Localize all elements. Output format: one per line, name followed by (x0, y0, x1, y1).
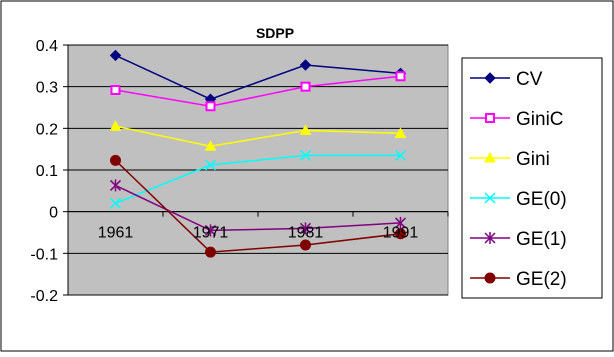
legend-item: GE(1) (470, 229, 567, 250)
data-point (204, 224, 217, 237)
legend-item: GE(2) (470, 269, 567, 290)
triangle-marker (204, 140, 217, 151)
y-tick-label: -0.1 (30, 246, 58, 263)
diamond-marker (299, 59, 312, 71)
y-tick-label: 0.3 (36, 80, 58, 97)
data-point (395, 228, 406, 240)
legend-marker (484, 72, 496, 84)
x-marker-stroke (394, 149, 407, 161)
y-tick-label: 0 (49, 205, 58, 222)
chart-title: SDPP (256, 25, 294, 41)
y-tick-label: 0.1 (36, 163, 58, 180)
triangle-marker (394, 127, 407, 138)
data-point (300, 239, 311, 251)
series-line-ge2 (114, 159, 401, 253)
triangle-marker (484, 151, 496, 163)
legend-marker (484, 151, 496, 163)
square-marker (485, 113, 495, 123)
x-marker-stroke (109, 197, 122, 209)
x-marker-stroke (299, 149, 312, 161)
circle-marker (205, 246, 216, 258)
data-point (109, 49, 122, 62)
data-point (110, 154, 121, 166)
data-point (204, 159, 217, 171)
series-line-cv (115, 54, 401, 100)
series-line-gini (115, 125, 401, 148)
legend-marker (484, 232, 496, 244)
data-point (109, 120, 122, 131)
y-tick-label: -0.2 (30, 288, 58, 305)
square-marker (395, 71, 406, 82)
data-point (205, 246, 216, 258)
triangle-marker (109, 120, 122, 131)
circle-marker (395, 228, 406, 240)
data-point (299, 149, 312, 161)
data-point (110, 85, 121, 95)
series-line-ginic (115, 75, 401, 108)
y-tick-label: 0.2 (36, 121, 58, 138)
circle-marker (110, 154, 121, 166)
circle-marker (484, 272, 496, 284)
legend-item: GiniC (470, 109, 564, 130)
data-point (395, 71, 406, 82)
data-point (299, 222, 312, 235)
legend-box (461, 57, 603, 299)
x-tick-label: 1961 (98, 225, 134, 242)
legend-label: GiniC (516, 109, 564, 130)
square-marker (300, 81, 311, 92)
series-line-ge0 (115, 154, 401, 205)
data-point (394, 149, 407, 161)
data-point (299, 124, 312, 135)
data-point (205, 101, 216, 112)
circle-marker (300, 239, 311, 251)
data-point (300, 81, 311, 92)
legend-label: CV (516, 69, 543, 90)
triangle-marker (299, 124, 312, 135)
x-tick-label: 1971 (193, 225, 229, 242)
x-tick-label: 1991 (383, 225, 419, 242)
legend-marker (484, 272, 496, 284)
x-tick-label: 1981 (288, 225, 324, 242)
y-tick-label: 0.4 (36, 38, 58, 55)
legend-item: Gini (470, 149, 550, 170)
data-point (394, 216, 407, 229)
legend-item: CV (470, 69, 543, 90)
data-point (394, 127, 407, 138)
diamond-marker (109, 49, 122, 62)
data-point (109, 197, 122, 209)
legend-label: GE(2) (516, 269, 567, 290)
legend-label: GE(0) (516, 189, 567, 210)
data-point (299, 59, 312, 71)
x-marker-stroke (204, 159, 217, 171)
data-point (109, 179, 122, 192)
series-line-ge1 (115, 184, 401, 232)
diamond-marker (484, 72, 496, 84)
square-marker (205, 101, 216, 112)
legend-label: GE(1) (516, 229, 567, 250)
data-point (204, 140, 217, 151)
square-marker (110, 85, 121, 95)
legend-marker (484, 192, 496, 204)
x-marker-stroke (484, 192, 496, 204)
legend-label: Gini (516, 149, 550, 170)
legend-item: GE(0) (470, 189, 567, 210)
legend-marker (485, 113, 495, 123)
